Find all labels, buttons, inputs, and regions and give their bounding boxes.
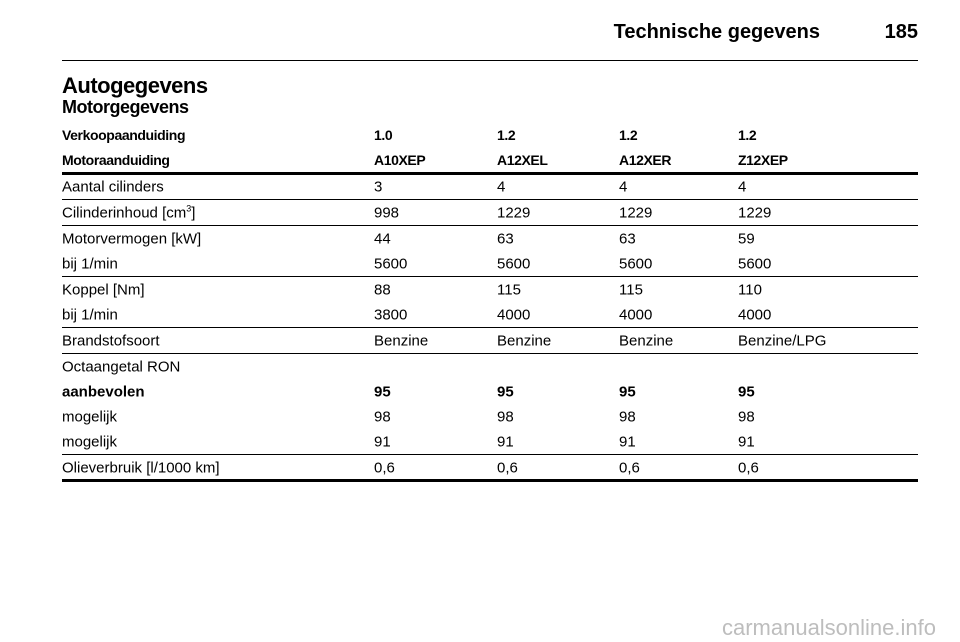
table-cell: Benzine xyxy=(497,332,552,350)
table-cell: bij 1/min xyxy=(62,306,118,324)
text-span: Cilinderinhoud [cm xyxy=(62,204,187,222)
table-cell: Octaangetal RON xyxy=(62,358,181,376)
table-cell: Benzine xyxy=(619,332,674,350)
table-cell: aanbevolen xyxy=(62,383,145,401)
table-cell: 1.0 xyxy=(374,127,393,143)
table-cell: 5600 xyxy=(374,255,408,273)
table-cell: 98 xyxy=(619,408,636,426)
table-cell: Verkoopaanduiding xyxy=(62,127,186,143)
table-cell: 0,6 xyxy=(374,459,395,477)
table-cell: 3 xyxy=(374,178,383,196)
table-cell: A12XEL xyxy=(497,152,548,168)
page-number: 185 xyxy=(884,21,918,43)
table-cell: Motoraanduiding xyxy=(62,152,170,168)
superscript: 3 xyxy=(186,203,192,214)
group-rule xyxy=(62,225,918,226)
table-cell: Aantal cilinders xyxy=(62,178,164,196)
table-cell: 91 xyxy=(619,433,636,451)
table-cell: 44 xyxy=(374,230,391,248)
table-cell: 91 xyxy=(497,433,514,451)
table-cell: Olieverbruik [l/1000 km] xyxy=(62,459,220,477)
table-cell: 0,6 xyxy=(619,459,640,477)
table-cell: 63 xyxy=(619,230,636,248)
header-rule xyxy=(62,172,918,175)
table-bottom-rule xyxy=(62,479,918,482)
table-cell: Benzine xyxy=(374,332,429,350)
table-cell: 98 xyxy=(374,408,391,426)
table-cell: 115 xyxy=(497,281,521,299)
table-cell: 95 xyxy=(374,383,391,401)
table-cell: Cilinderinhoud [cm3] xyxy=(62,203,196,222)
table-cell: 115 xyxy=(619,281,643,299)
table-cell: 95 xyxy=(738,383,755,401)
table-cell: Benzine/LPG xyxy=(738,332,827,350)
table-cell: 98 xyxy=(497,408,514,426)
group-rule xyxy=(62,353,918,354)
section-title: Autogegevens xyxy=(62,73,208,98)
table-cell: 998 xyxy=(374,204,400,222)
table-cell: 1229 xyxy=(738,204,772,222)
group-rule xyxy=(62,327,918,328)
group-rule xyxy=(62,276,918,277)
table-cell: A12XER xyxy=(619,152,672,168)
header-title: Technische gegevens xyxy=(613,21,820,43)
text-span: ] xyxy=(191,204,196,222)
table-cell: 3800 xyxy=(374,306,408,324)
table-cell: mogelijk xyxy=(62,408,118,426)
table-cell: Z12XEP xyxy=(738,152,788,168)
table-cell: 4 xyxy=(497,178,506,196)
table-cell: 4000 xyxy=(619,306,653,324)
header-rule xyxy=(62,60,918,61)
watermark: carmanualsonline.info xyxy=(721,615,936,640)
table-cell: 1.2 xyxy=(497,127,516,143)
table-cell: mogelijk xyxy=(62,433,118,451)
section-subtitle: Motorgegevens xyxy=(62,97,189,117)
table-cell: 1.2 xyxy=(619,127,638,143)
table-cell: A10XEP xyxy=(374,152,426,168)
table-cell: 5600 xyxy=(619,255,653,273)
table-cell: 4 xyxy=(619,178,628,196)
group-rule xyxy=(62,199,918,200)
table-cell: 4 xyxy=(738,178,747,196)
group-rule xyxy=(62,454,918,455)
table-cell: 4000 xyxy=(497,306,531,324)
table-cell: 0,6 xyxy=(497,459,518,477)
table-cell: 110 xyxy=(738,281,762,299)
table-cell: 1229 xyxy=(619,204,653,222)
table-cell: 59 xyxy=(738,230,755,248)
table-cell: 5600 xyxy=(738,255,772,273)
table-cell: Motorvermogen [kW] xyxy=(62,230,202,248)
table-cell: 91 xyxy=(374,433,391,451)
table-cell: Koppel [Nm] xyxy=(62,281,145,299)
table-cell: 95 xyxy=(497,383,514,401)
table-cell: 0,6 xyxy=(738,459,759,477)
table-cell: 4000 xyxy=(738,306,772,324)
table-cell: 5600 xyxy=(497,255,531,273)
table-cell: bij 1/min xyxy=(62,255,118,273)
table-cell: 1.2 xyxy=(738,127,757,143)
table-cell: 63 xyxy=(497,230,514,248)
table-cell: 95 xyxy=(619,383,636,401)
table-cell: 91 xyxy=(738,433,755,451)
table-cell: 1229 xyxy=(497,204,531,222)
table-cell: Brandstofsoort xyxy=(62,332,160,350)
table-cell: 98 xyxy=(738,408,755,426)
table-cell: 88 xyxy=(374,281,391,299)
